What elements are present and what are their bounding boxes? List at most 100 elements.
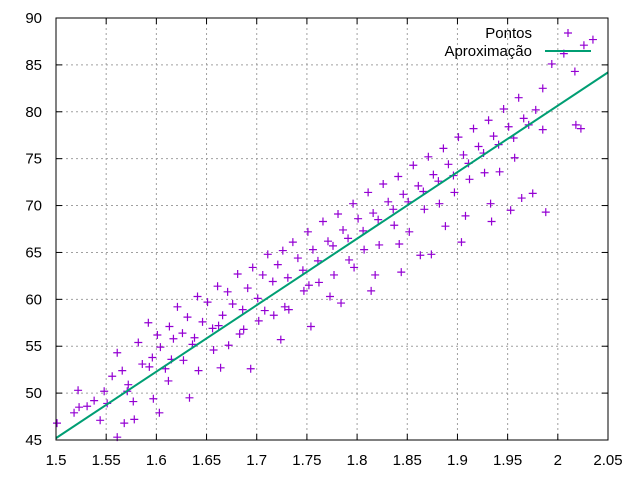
data-point — [506, 206, 515, 215]
data-point — [233, 270, 242, 279]
data-point — [243, 284, 252, 293]
tick-marks — [55, 17, 609, 441]
data-point — [183, 313, 192, 322]
data-point — [510, 153, 519, 162]
y-tick-label: 55 — [25, 338, 42, 355]
data-point — [571, 120, 580, 129]
data-point — [364, 188, 373, 197]
data-point — [214, 321, 223, 330]
data-point — [118, 366, 127, 375]
data-point — [216, 363, 225, 372]
data-point — [367, 286, 376, 295]
data-point — [450, 188, 459, 197]
legend-label-pontos: Pontos — [485, 25, 532, 42]
data-point — [193, 292, 202, 301]
data-point — [288, 238, 297, 247]
data-point — [164, 376, 173, 385]
y-tick-label: 75 — [25, 151, 42, 168]
data-point — [156, 343, 165, 352]
data-point — [253, 294, 262, 303]
data-point — [547, 59, 556, 68]
data-point — [420, 205, 429, 214]
fit-line-group — [55, 71, 609, 439]
data-point — [268, 277, 277, 286]
data-point — [375, 240, 384, 249]
data-point — [405, 227, 414, 236]
data-point — [427, 250, 436, 259]
x-tick-label: 1.95 — [493, 452, 522, 469]
x-tick-label: 1.5 — [46, 452, 67, 469]
data-point — [280, 302, 289, 311]
data-point — [258, 270, 267, 279]
data-point — [134, 338, 143, 347]
x-tick-label: 1.9 — [447, 452, 468, 469]
data-point — [224, 341, 233, 350]
data-point — [394, 172, 403, 181]
data-point — [474, 142, 483, 151]
data-point — [145, 362, 154, 371]
data-point — [538, 125, 547, 134]
data-point — [354, 214, 363, 223]
data-point — [283, 273, 292, 282]
data-point — [144, 318, 153, 327]
data-point — [344, 234, 353, 243]
plot-frame — [55, 17, 609, 441]
data-point — [519, 114, 528, 123]
x-tick-label: 1.75 — [292, 452, 321, 469]
data-point — [429, 170, 438, 179]
legend: Pontos Aproximação — [444, 25, 591, 60]
data-point — [223, 287, 232, 296]
data-point — [209, 345, 218, 354]
data-point — [148, 353, 157, 362]
data-point — [461, 211, 470, 220]
x-tick-label: 1.65 — [192, 452, 221, 469]
x-tick-label: 1.85 — [393, 452, 422, 469]
data-point — [323, 237, 332, 246]
data-point — [314, 278, 323, 287]
data-point — [414, 181, 423, 190]
data-point — [444, 160, 453, 169]
data-point — [90, 396, 99, 405]
legend-marker-plus — [564, 29, 572, 37]
y-tick-label: 70 — [25, 198, 42, 215]
data-point — [70, 408, 79, 417]
data-point — [304, 281, 313, 290]
data-point — [397, 268, 406, 277]
data-point — [459, 150, 468, 159]
data-point — [441, 222, 450, 231]
y-tick-label: 60 — [25, 291, 42, 308]
data-point — [238, 305, 247, 314]
data-point — [349, 199, 358, 208]
data-point — [528, 189, 537, 198]
data-point — [439, 144, 448, 153]
data-point — [254, 316, 263, 325]
data-point — [179, 356, 188, 365]
data-point — [504, 122, 513, 131]
data-point — [424, 152, 433, 161]
data-point — [371, 270, 380, 279]
data-point — [149, 394, 158, 403]
data-point — [100, 387, 109, 396]
data-point — [541, 208, 550, 217]
data-point — [487, 217, 496, 226]
data-point — [514, 93, 523, 102]
data-point — [484, 116, 493, 125]
data-point — [74, 386, 83, 395]
data-point — [203, 298, 212, 307]
data-point — [246, 364, 255, 373]
data-point — [395, 240, 404, 249]
fit-line — [55, 71, 609, 439]
data-point — [390, 221, 399, 230]
x-tick-label: 2 — [554, 452, 562, 469]
data-point — [108, 372, 117, 381]
data-point — [531, 105, 540, 114]
data-point — [588, 35, 597, 44]
y-tick-label: 90 — [25, 10, 42, 27]
grid-lines — [56, 18, 608, 440]
data-point — [303, 227, 312, 236]
data-point — [190, 333, 199, 342]
data-point — [330, 270, 339, 279]
data-point — [273, 260, 282, 269]
data-point — [435, 199, 444, 208]
data-point — [228, 300, 237, 309]
